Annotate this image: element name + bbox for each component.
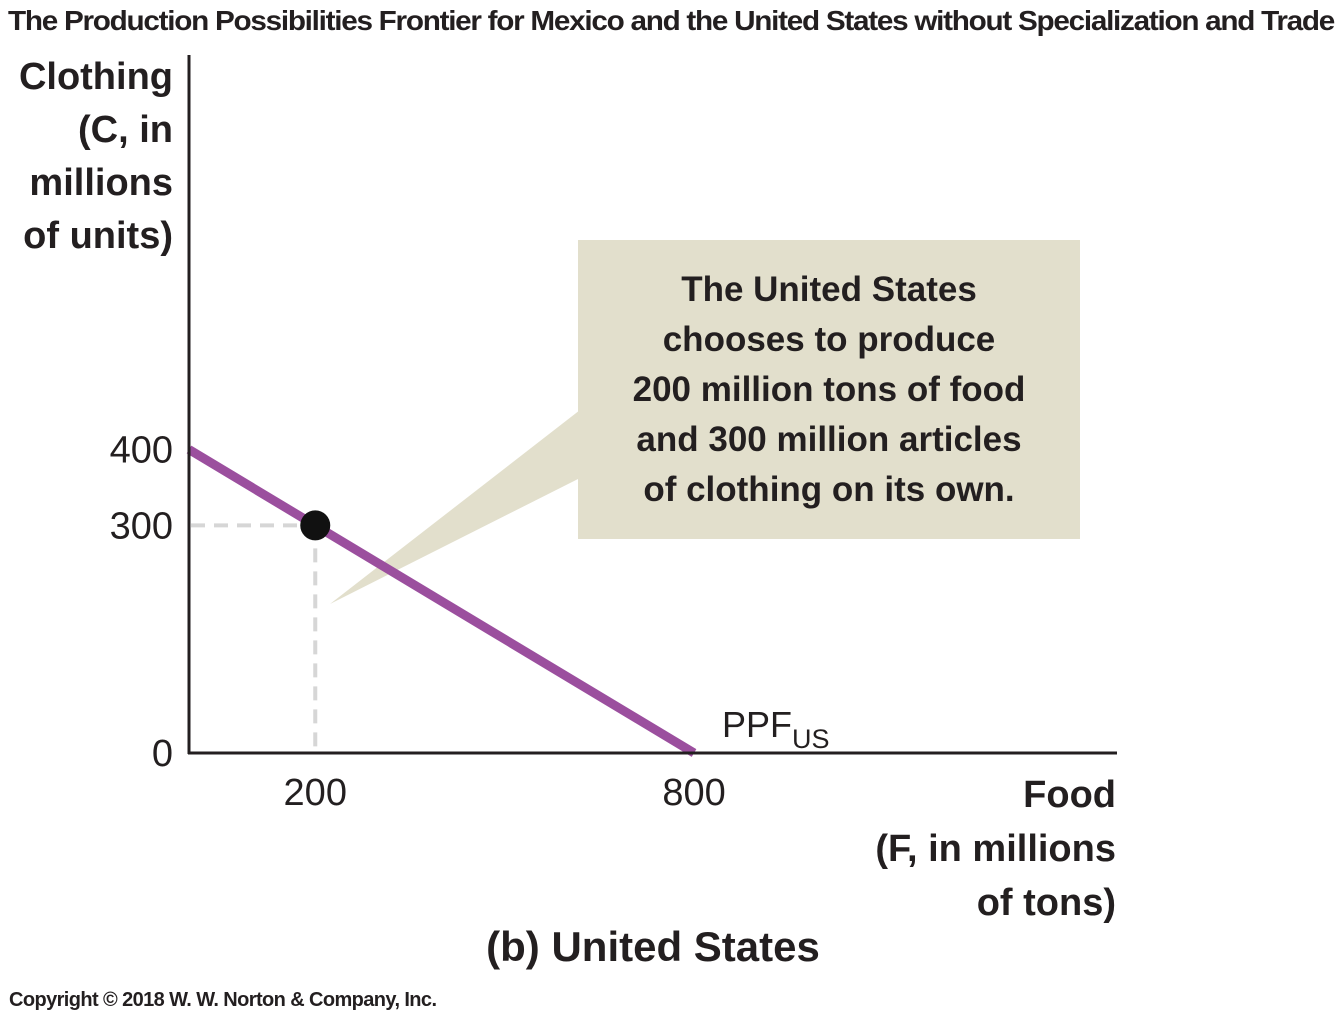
- series-label: PPFUS: [722, 704, 830, 754]
- x-tick-label: 200: [284, 772, 347, 814]
- callout-line: The United States: [681, 270, 977, 309]
- series-layer: [186, 445, 697, 757]
- x-axis-title-line: Food: [1023, 774, 1116, 816]
- series-label-name: PPF: [722, 704, 792, 745]
- x-axis-title-line: of tons): [977, 882, 1116, 924]
- y-axis-title-line: Clothing: [19, 56, 173, 98]
- copyright-notice: Copyright © 2018 W. W. Norton & Company,…: [9, 989, 436, 1011]
- callout-line: of clothing on its own.: [643, 470, 1014, 509]
- callout-line: chooses to produce: [663, 320, 996, 359]
- series-label-subscript: US: [792, 724, 830, 754]
- callout-line: and 300 million articles: [636, 420, 1021, 459]
- y-axis-title-line: millions: [29, 162, 173, 204]
- callout-pointer: [330, 410, 580, 604]
- y-axis-title-line: (C, in: [78, 109, 173, 151]
- x-axis-title: Food (F, in millions of tons): [875, 774, 1116, 924]
- x-axis-title-line: (F, in millions: [875, 828, 1116, 870]
- callout-text: The United States chooses to produce 200…: [633, 270, 1026, 509]
- point-layer: [300, 510, 331, 541]
- y-tick-label: 300: [110, 505, 173, 547]
- callout-box: [578, 240, 1080, 539]
- panel-label: (b) United States: [486, 923, 820, 970]
- y-tick-label: 0: [152, 733, 173, 775]
- guide-lines: [191, 523, 318, 751]
- x-tick-labels: 200 800: [284, 772, 726, 814]
- series-line-ppf-us: [186, 445, 697, 757]
- y-tick-labels: 0 300 400: [110, 430, 173, 775]
- chart-title: The Production Possibilities Frontier fo…: [8, 5, 1335, 36]
- production-point: [300, 510, 331, 541]
- y-tick-label: 400: [110, 430, 173, 472]
- callout-line: 200 million tons of food: [633, 370, 1026, 409]
- y-axis-title: Clothing (C, in millions of units): [19, 56, 173, 257]
- y-axis-title-line: of units): [23, 215, 173, 257]
- x-tick-label: 800: [662, 772, 725, 814]
